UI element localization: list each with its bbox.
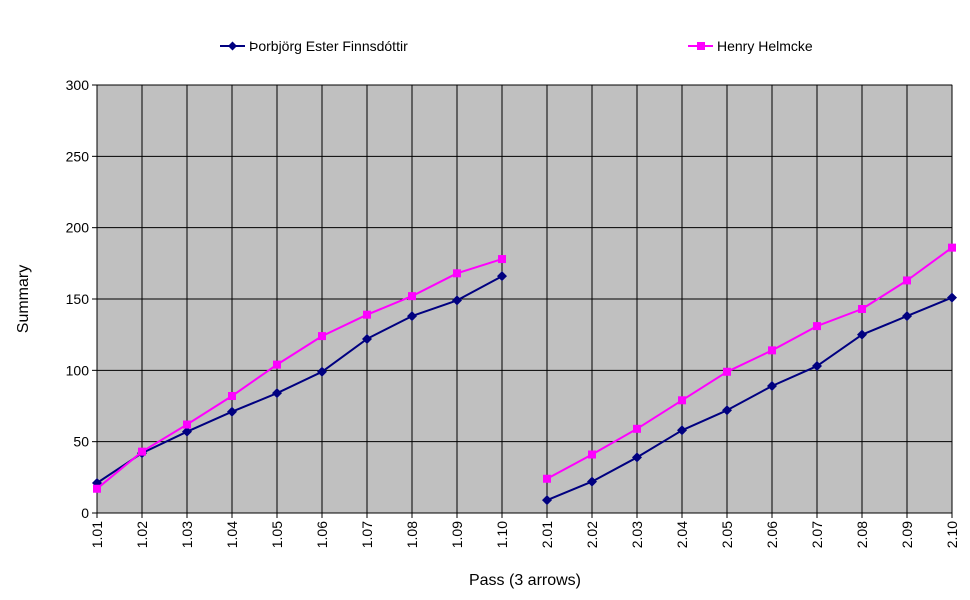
- x-tick-label: 2.04: [674, 521, 690, 548]
- data-point-diamond: [272, 388, 282, 399]
- data-point-diamond: [902, 311, 912, 322]
- data-point-diamond: [407, 311, 417, 322]
- x-tick-label: 1.07: [359, 521, 375, 548]
- data-point-square: [93, 484, 101, 493]
- y-tick-label: 0: [81, 505, 89, 521]
- x-tick-label: 1.03: [179, 521, 195, 548]
- data-point-diamond: [857, 329, 867, 340]
- series-line: [546, 246, 953, 480]
- data-point-square: [318, 332, 326, 341]
- x-tick-label: 2.06: [764, 521, 780, 548]
- data-point-square: [183, 420, 191, 429]
- data-point-diamond: [362, 333, 372, 344]
- data-point-diamond: [632, 452, 642, 463]
- data-point-diamond: [812, 361, 822, 372]
- y-tick-label: 50: [73, 434, 89, 450]
- data-point-square: [453, 269, 461, 278]
- x-tick-label: 1.06: [314, 521, 330, 548]
- legend-marker-square: [697, 42, 705, 50]
- data-point-square: [858, 304, 866, 313]
- data-point-square: [138, 447, 146, 456]
- x-tick-label: 2.07: [809, 521, 825, 548]
- x-tick-label: 2.02: [584, 521, 600, 548]
- legend-item-series-2: Henry Helmcke: [688, 38, 813, 54]
- x-tick-label: 1.01: [89, 521, 105, 548]
- x-tick-label: 1.08: [404, 521, 420, 548]
- y-axis-tick-labels: 0 50 100 150 200 250 300: [66, 77, 90, 521]
- x-axis-tick-labels: 1.01 1.02 1.03 1.04 1.05 1.06 1.07 1.08 1.09 1.10…: [89, 521, 960, 548]
- data-point-square: [768, 346, 776, 355]
- series-line: [96, 258, 503, 490]
- axes: [92, 84, 953, 518]
- x-tick-label: 1.09: [449, 521, 465, 548]
- data-point-square: [813, 322, 821, 331]
- data-point-diamond: [542, 495, 552, 506]
- series-line: [546, 296, 953, 502]
- legend-item-series-1: Þorbjörg Ester Finnsdóttir: [220, 38, 408, 54]
- y-tick-label: 300: [66, 77, 90, 93]
- series-2: [93, 243, 956, 493]
- data-point-diamond: [677, 425, 687, 436]
- legend-label-series-2: Henry Helmcke: [717, 38, 813, 54]
- data-point-diamond: [722, 405, 732, 416]
- data-point-square: [903, 276, 911, 285]
- series-1: [92, 271, 957, 506]
- data-point-square: [498, 255, 506, 264]
- data-point-square: [948, 243, 956, 252]
- data-point-diamond: [767, 381, 777, 392]
- series-line: [96, 275, 503, 484]
- x-tick-label: 2.05: [719, 521, 735, 548]
- legend: Þorbjörg Ester Finnsdóttir Henry Helmcke: [220, 38, 813, 54]
- legend-marker-diamond: [228, 41, 237, 51]
- data-point-diamond: [182, 426, 192, 437]
- y-tick-label: 150: [66, 291, 90, 307]
- data-point-diamond: [497, 271, 507, 282]
- x-tick-label: 2.10: [944, 521, 960, 548]
- y-tick-label: 200: [66, 220, 90, 236]
- data-point-square: [273, 360, 281, 369]
- y-tick-label: 100: [66, 362, 90, 378]
- x-tick-label: 2.03: [629, 521, 645, 548]
- data-point-diamond: [947, 292, 957, 303]
- data-point-square: [723, 367, 731, 376]
- data-point-diamond: [587, 476, 597, 487]
- x-tick-label: 1.02: [134, 521, 150, 548]
- data-point-square: [408, 292, 416, 301]
- data-point-square: [228, 392, 236, 401]
- x-tick-label: 1.05: [269, 521, 285, 548]
- y-axis-title: Summary: [15, 265, 32, 333]
- data-point-square: [363, 310, 371, 319]
- data-point-square: [588, 450, 596, 459]
- x-tick-label: 2.09: [899, 521, 915, 548]
- x-tick-label: 1.04: [224, 521, 240, 548]
- y-tick-label: 250: [66, 148, 90, 164]
- data-point-diamond: [452, 295, 462, 306]
- data-point-square: [678, 396, 686, 405]
- data-point-square: [543, 474, 551, 483]
- legend-label-series-1: Þorbjörg Ester Finnsdóttir: [249, 38, 408, 54]
- data-point-square: [633, 424, 641, 433]
- data-point-diamond: [317, 366, 327, 377]
- series-layer: [92, 243, 957, 506]
- x-axis-title: Pass (3 arrows): [469, 572, 581, 589]
- x-tick-label: 2.08: [854, 521, 870, 548]
- data-point-diamond: [227, 406, 237, 417]
- x-tick-label: 2.01: [539, 521, 555, 548]
- x-tick-label: 1.10: [494, 521, 510, 548]
